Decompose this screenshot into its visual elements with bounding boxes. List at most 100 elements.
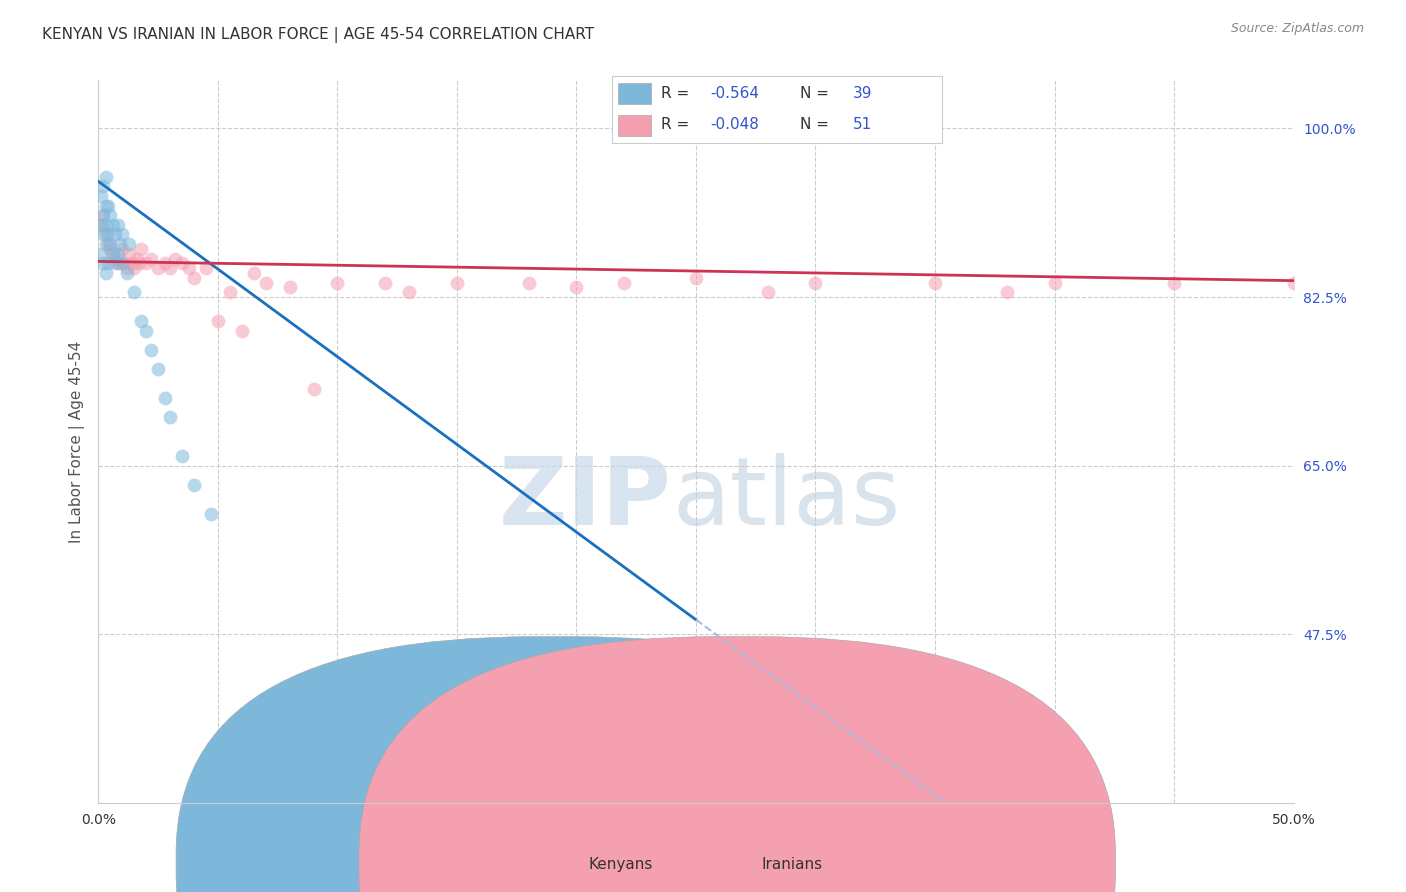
Point [183,478,205,492]
Text: Kenyans: Kenyans [589,856,652,871]
Point [101,246,124,260]
Point [139,252,162,266]
Point [111,242,134,256]
Point [121,256,143,270]
Text: 39: 39 [853,87,872,102]
Text: ZIP: ZIP [499,453,672,545]
Point [200,507,222,521]
Bar [619,114,651,136]
Point [104,252,127,266]
Point [756,285,779,300]
Point [104,256,127,270]
Point [398,285,420,300]
Point [254,276,277,290]
Point [179,261,201,276]
Point [278,280,301,294]
Point [107,256,129,270]
Point [128,256,150,270]
Bar [619,83,651,104]
Point [131,242,153,256]
Y-axis label: In Labor Force | Age 45-54: In Labor Force | Age 45-54 [69,341,84,542]
Point [172,256,194,270]
Point [685,270,707,285]
Point [148,362,170,376]
Point [135,256,157,270]
Point [155,391,177,405]
Point [94,266,117,280]
Point [101,218,124,232]
Point [139,343,162,357]
Point [90,189,112,203]
Point [97,198,120,212]
Point [326,276,349,290]
Point [107,218,129,232]
Text: KENYAN VS IRANIAN IN LABOR FORCE | AGE 45-54 CORRELATION CHART: KENYAN VS IRANIAN IN LABOR FORCE | AGE 4… [42,27,595,43]
FancyBboxPatch shape [359,637,1115,892]
Point [125,252,148,266]
Point [159,261,181,276]
Point [94,237,117,252]
Text: N =: N = [800,87,834,102]
Point [118,246,141,260]
FancyBboxPatch shape [176,637,932,892]
Text: R =: R = [661,87,695,102]
Point [302,382,325,396]
Point [91,208,114,222]
Text: R =: R = [661,117,695,132]
Point [91,256,114,270]
Point [135,324,157,338]
Point [114,256,136,270]
Point [159,410,181,425]
Point [97,256,120,270]
Point [446,276,468,290]
Point [1043,276,1066,290]
Point [98,237,122,252]
Point [172,449,194,463]
Text: -0.048: -0.048 [710,117,759,132]
Point [155,256,177,270]
Point [1282,276,1305,290]
Text: Iranians: Iranians [762,856,823,871]
Point [148,261,170,276]
Point [90,246,112,260]
Point [90,218,112,232]
Point [98,242,122,256]
Point [90,218,112,232]
Point [111,256,134,270]
Point [107,246,129,260]
Point [97,227,120,242]
Point [101,246,124,260]
Point [195,261,218,276]
Point [124,261,146,276]
Point [104,227,127,242]
Point [183,270,205,285]
Point [124,285,146,300]
Point [94,218,117,232]
Point [108,237,131,252]
Point [94,227,117,242]
Point [231,324,253,338]
Point [163,252,186,266]
Point [565,280,588,294]
Point [108,256,131,270]
Point [91,179,114,194]
Point [374,276,396,290]
Point [115,266,138,280]
Point [995,285,1018,300]
Point [131,314,153,328]
Text: 51: 51 [853,117,872,132]
Point [94,169,117,184]
Point [115,261,138,276]
Point [1163,276,1185,290]
Point [613,276,636,290]
Point [517,276,540,290]
Text: atlas: atlas [672,453,900,545]
Point [243,266,266,280]
Point [98,208,122,222]
Point [97,237,120,252]
Text: -0.564: -0.564 [710,87,759,102]
Point [118,237,141,252]
Point [94,198,117,212]
Text: Source: ZipAtlas.com: Source: ZipAtlas.com [1230,22,1364,36]
Point [91,208,114,222]
